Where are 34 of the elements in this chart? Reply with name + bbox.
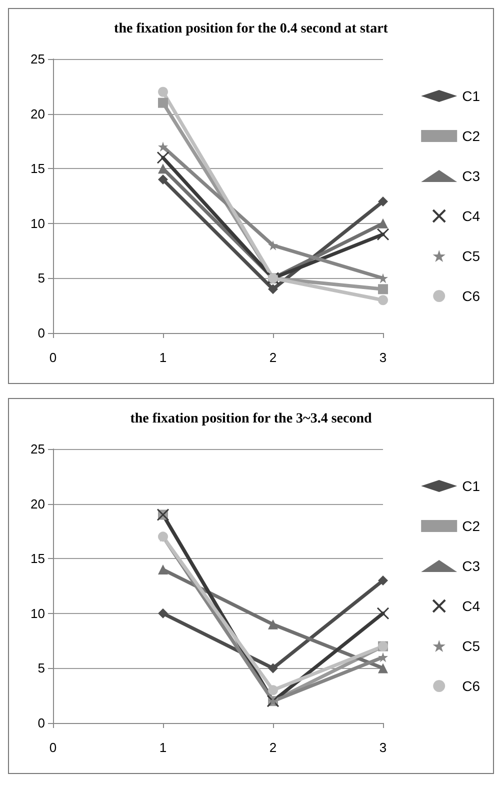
x-tick-label: 1 <box>159 740 167 755</box>
legend-label: C2 <box>462 128 480 144</box>
legend-label: C3 <box>462 558 480 574</box>
y-tick-label: 15 <box>30 161 45 176</box>
y-tick-label: 0 <box>38 716 45 730</box>
legend-label: C4 <box>462 208 480 224</box>
y-tick-label: 25 <box>30 442 45 456</box>
legend-label: C6 <box>462 288 480 304</box>
chart-title: the fixation position for the 3~3.4 second <box>130 412 372 426</box>
legend-label: C1 <box>462 88 480 104</box>
x-tick-label: 0 <box>49 350 57 365</box>
legend-label: C4 <box>462 598 480 614</box>
x-tick-label: 3 <box>379 740 387 755</box>
legend-label: C5 <box>462 638 480 654</box>
y-tick-label: 25 <box>30 52 45 66</box>
x-tick-label: 2 <box>269 350 277 365</box>
y-tick-label: 10 <box>30 216 45 231</box>
y-tick-label: 20 <box>30 106 45 122</box>
y-tick-label: 5 <box>38 660 45 676</box>
legend-label: C6 <box>462 678 480 694</box>
legend-label: C2 <box>462 518 480 534</box>
x-tick-label: 2 <box>269 740 277 755</box>
y-tick-label: 10 <box>30 606 45 621</box>
chart-title: the fixation position for the 0.4 second at start <box>114 22 388 36</box>
y-tick-label: 20 <box>30 496 45 512</box>
y-tick-label: 15 <box>30 551 45 566</box>
legend-label: C3 <box>462 168 480 184</box>
x-tick-label: 0 <box>49 740 57 755</box>
y-tick-label: 0 <box>38 326 45 340</box>
x-tick-label: 1 <box>159 350 167 365</box>
y-tick-label: 5 <box>38 270 45 286</box>
legend-label: C5 <box>462 248 480 264</box>
x-tick-label: 3 <box>379 350 387 365</box>
legend-label: C1 <box>462 478 480 494</box>
